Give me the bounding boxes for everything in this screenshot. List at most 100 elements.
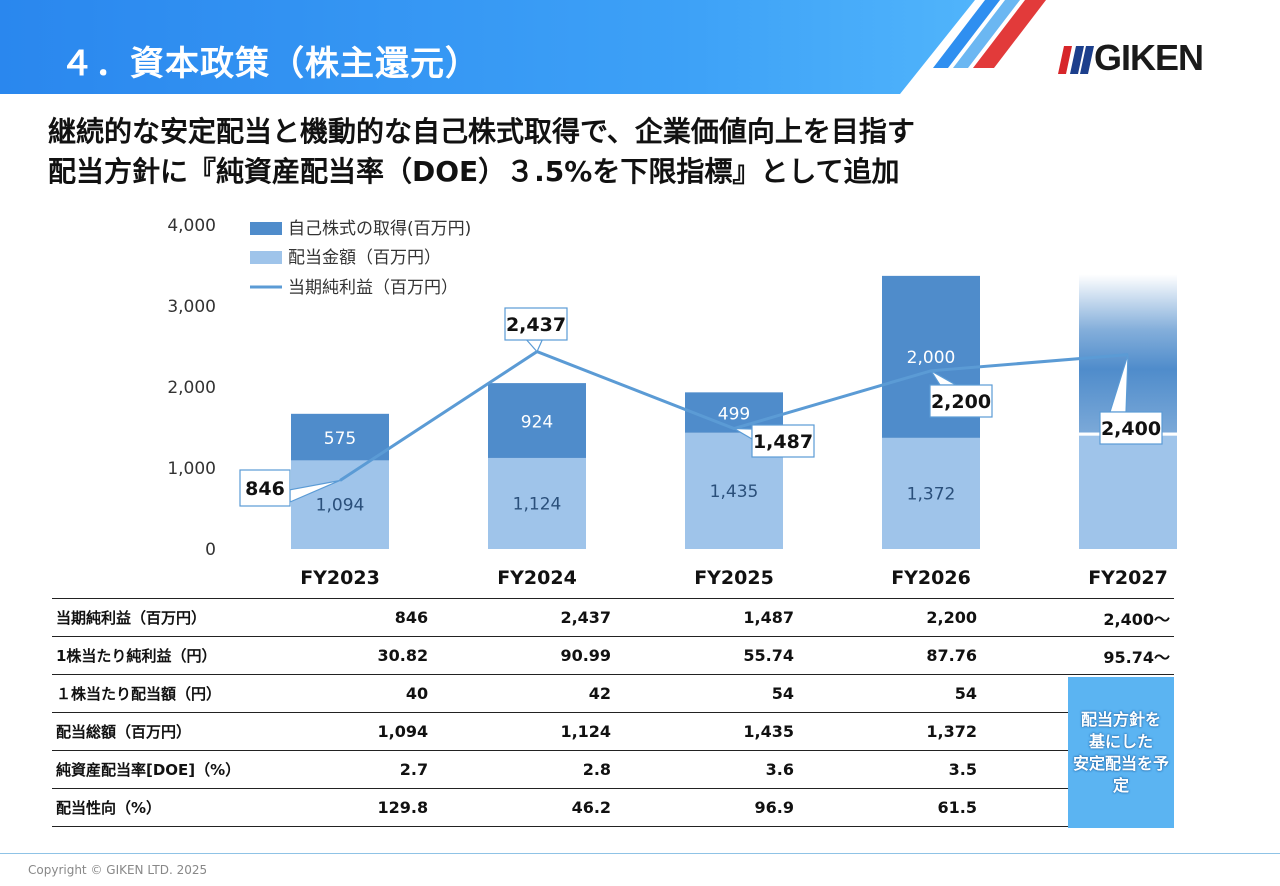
buyback-bar — [1079, 274, 1177, 433]
table-cell: 846 — [249, 598, 433, 637]
x-category-label: FY2027 — [1088, 567, 1168, 589]
buyback-bar — [291, 413, 389, 461]
plan-note-line-2: 基にした — [1088, 731, 1153, 751]
x-category-label: FY2024 — [497, 567, 577, 589]
row-label: 純資産配当率[DOE]（%） — [52, 750, 250, 789]
row-label: 配当性向（%） — [52, 788, 250, 827]
table-row: １株当たり配当額（円） 40 42 54 54 — [52, 674, 1174, 713]
dividend-bar — [488, 457, 586, 549]
table-cell: 2.8 — [432, 750, 616, 789]
x-category-label: FY2026 — [891, 567, 971, 589]
table-cell: 3.5 — [798, 750, 981, 789]
callout-box — [504, 307, 568, 341]
table-cell: 61.5 — [798, 788, 981, 827]
callout-pad — [506, 309, 566, 312]
legend-swatch-dividend — [250, 251, 282, 264]
callout-pad — [753, 426, 813, 429]
legend: 自己株式の取得(百万円) 配当金額（百万円） 当期純利益（百万円） — [250, 219, 471, 298]
table-row: 配当性向（%） 129.8 46.2 96.9 61.5 — [52, 788, 1174, 827]
table-cell: 2,200 — [798, 598, 981, 637]
callout-box — [239, 469, 291, 507]
x-axis: FY2023 FY2024 FY2025 FY2026 FY2027 — [300, 567, 1168, 589]
callout-box — [929, 384, 993, 418]
table-cell: 129.8 — [249, 788, 433, 827]
fy2027-plan-note: 配当方針を 基にした 安定配当を予定 — [1068, 677, 1174, 828]
table-cell: 95.74〜 — [980, 636, 1174, 675]
table-cell: 42 — [432, 674, 616, 713]
y-tick-label: 0 — [205, 540, 216, 560]
y-tick-label: 3,000 — [167, 297, 216, 317]
table-cell: 2,400〜 — [980, 598, 1174, 637]
logo-text: GIKEN — [1094, 37, 1204, 78]
buyback-bar-label: 2,000 — [907, 348, 956, 368]
x-category-label: FY2025 — [694, 567, 774, 589]
dividend-bar — [1079, 435, 1177, 549]
table-cell: 90.99 — [432, 636, 616, 675]
table-cell: 30.82 — [249, 636, 433, 675]
callout-box — [1099, 411, 1163, 445]
legend-label-buyback: 自己株式の取得(百万円) — [288, 219, 471, 239]
x-category-label: FY2023 — [300, 567, 380, 589]
table-cell: 87.76 — [798, 636, 981, 675]
giken-logo: GIKEN — [1058, 37, 1248, 78]
y-tick-label: 4,000 — [167, 216, 216, 236]
dividend-bar-label: 1,124 — [513, 494, 562, 514]
table-row: 1株当たり純利益（円） 30.82 90.99 55.74 87.76 95.74〜 — [52, 636, 1174, 675]
buyback-bar-label: 575 — [324, 429, 356, 449]
table-cell: 40 — [249, 674, 433, 713]
logo-mark-icon — [1058, 46, 1094, 74]
y-tick-label: 1,000 — [167, 459, 216, 479]
table-cell: 1,487 — [615, 598, 799, 637]
dividend-bar — [882, 437, 980, 549]
legend-label-dividend: 配当金額（百万円） — [288, 248, 441, 268]
table-cell: 54 — [798, 674, 981, 713]
row-label: 配当総額（百万円） — [52, 712, 250, 751]
table-cell: 2,437 — [432, 598, 616, 637]
headline-line-2: 配当方針に『純資産配当率（DOE）３.5%を下限指標』として追加 — [48, 155, 900, 188]
table-cell: 1,124 — [432, 712, 616, 751]
dividend-bar-label: 1,372 — [907, 484, 956, 504]
row-label: 当期純利益（百万円） — [52, 598, 250, 637]
net-income-callout-label: 2,200 — [931, 391, 991, 413]
copyright: Copyright © GIKEN LTD. 2025 — [28, 863, 208, 877]
dividend-bar-label: 1,435 — [710, 482, 759, 502]
net-income-callout-label: 2,400 — [1101, 418, 1161, 440]
net-income-callout-label: 1,487 — [753, 431, 813, 453]
dividend-bar-label: 1,094 — [316, 496, 365, 516]
dividend-bar — [291, 460, 389, 549]
footer-divider — [0, 853, 1280, 854]
table-cell: 1,435 — [615, 712, 799, 751]
table-row: 純資産配当率[DOE]（%） 2.7 2.8 3.6 3.5 — [52, 750, 1174, 789]
table-cell: 2.7 — [249, 750, 433, 789]
net-income-line-group: 846 2,437 1,487 2,200 2,400 — [239, 307, 1163, 507]
net-income-callout-label: 2,437 — [506, 314, 566, 336]
callout-pad — [1101, 413, 1161, 416]
table-cell: 46.2 — [432, 788, 616, 827]
table-cell: 1,372 — [798, 712, 981, 751]
legend-swatch-buyback — [250, 222, 282, 235]
table-row: 配当総額（百万円） 1,094 1,124 1,435 1,372 — [52, 712, 1174, 751]
net-income-callout-label: 846 — [245, 478, 285, 500]
plan-note-line-1: 配当方針を — [1080, 709, 1161, 729]
buyback-bar — [488, 383, 586, 458]
headline-line-1: 継続的な安定配当と機動的な自己株式取得で、企業価値向上を目指す — [48, 115, 915, 148]
legend-label-net-income: 当期純利益（百万円） — [288, 278, 458, 298]
buyback-bar-label: 499 — [718, 405, 750, 425]
row-label: １株当たり配当額（円） — [52, 674, 250, 713]
plan-note-line-3: 安定配当を予定 — [1072, 753, 1169, 795]
table-cell: 96.9 — [615, 788, 799, 827]
callout-box — [751, 424, 815, 458]
header-banner: ４．資本政策（株主還元） — [0, 0, 1280, 94]
financial-table: 当期純利益（百万円） 846 2,437 1,487 2,200 2,400〜 1株当たり… — [52, 598, 1174, 827]
y-axis: 0 1,000 2,000 3,000 4,000 — [167, 216, 216, 560]
section-title: ４．資本政策（株主還元） — [60, 44, 480, 84]
table-cell: 54 — [615, 674, 799, 713]
callout-pointer — [525, 339, 544, 353]
table-cell: 55.74 — [615, 636, 799, 675]
callout-pad — [241, 471, 289, 474]
row-label: 1株当たり純利益（円） — [52, 636, 250, 675]
bars-group: 1,094 575 1,124 924 1,435 499 1,372 2,000 — [291, 274, 1177, 549]
table-cell: 1,094 — [249, 712, 433, 751]
buyback-bar-label: 924 — [521, 413, 553, 433]
